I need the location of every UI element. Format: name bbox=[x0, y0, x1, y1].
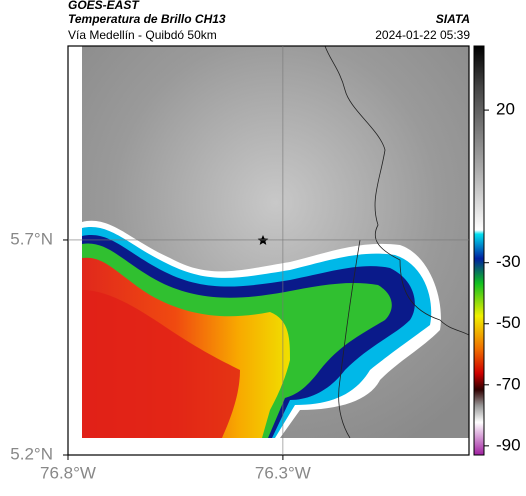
lon-tick-label: 76.3°W bbox=[255, 463, 311, 482]
timestamp: 2024-01-22 05:39 bbox=[375, 28, 470, 42]
colorbar-tick-label: -50 bbox=[496, 313, 521, 332]
colorbar-tick-label: -90 bbox=[496, 435, 521, 454]
source: GOES-EAST bbox=[68, 0, 140, 12]
region: Vía Medellín - Quibdó 50km bbox=[68, 28, 217, 42]
colorbar bbox=[473, 45, 485, 456]
satellite-image bbox=[82, 46, 469, 438]
lat-tick-label: 5.2°N bbox=[10, 444, 53, 463]
colorbar-tick-label: -30 bbox=[496, 252, 521, 271]
map-frame bbox=[67, 45, 470, 456]
colorbar-tick-label: 20 bbox=[496, 100, 515, 119]
product: Temperatura de Brillo CH13 bbox=[68, 12, 226, 26]
agency: SIATA bbox=[436, 12, 470, 26]
colorbar-tick-label: -70 bbox=[496, 374, 521, 393]
lon-tick-label: 76.8°W bbox=[40, 463, 96, 482]
lat-tick-label: 5.7°N bbox=[10, 229, 53, 248]
